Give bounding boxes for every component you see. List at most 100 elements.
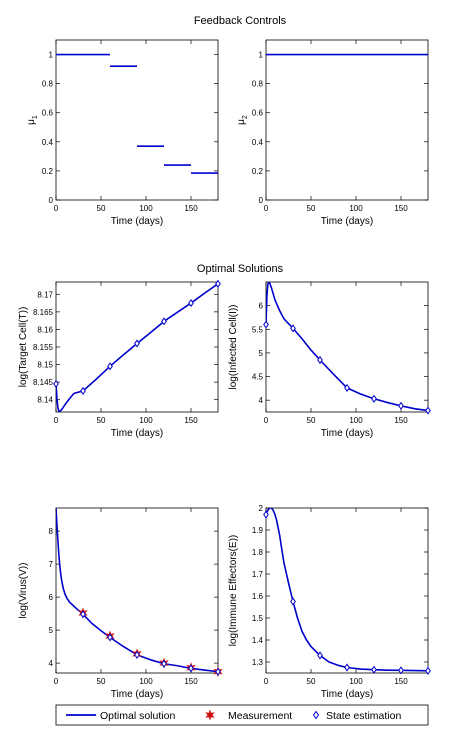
estimation-point (134, 339, 140, 348)
x-tick-label: 0 (264, 677, 269, 686)
x-tick-label: 100 (139, 677, 153, 686)
y-tick-label: 7 (49, 560, 54, 569)
y-tick-label: 8 (49, 527, 54, 536)
y-tick-label: 1.5 (252, 614, 264, 623)
legend-label-optimal: Optimal solution (100, 710, 175, 722)
y-tick-label: 0.8 (252, 80, 264, 89)
y-tick-label: 4 (49, 659, 54, 668)
estimation-point (344, 383, 350, 392)
y-axis-label: log(Infected Cell(I)) (228, 304, 239, 389)
x-axis-label: Time (days) (111, 428, 163, 439)
x-axis-label: Time (days) (111, 216, 163, 227)
x-tick-label: 0 (54, 204, 59, 213)
estimation-point (80, 386, 86, 395)
chart-mu1: 0 50 100 150 0 0.2 0.4 0.6 0.8 1 Time (days) μ1 (26, 39, 219, 227)
estimation-point (80, 610, 86, 619)
y-tick-label: 8.16 (37, 325, 53, 334)
y-tick-label: 1.3 (252, 658, 264, 667)
y-tick-label: 8.14 (37, 396, 53, 405)
y-tick-label: 1.7 (252, 570, 264, 579)
y-tick-label: 0.2 (252, 167, 264, 176)
estimation-point (398, 666, 404, 675)
estimation-point (290, 324, 296, 333)
y-tick-label: 1.8 (252, 548, 264, 557)
legend-label-estimation: State estimation (326, 710, 401, 722)
x-tick-label: 0 (54, 677, 59, 686)
y-axis-label: μ1 (26, 115, 39, 125)
estimation-point (107, 362, 113, 371)
y-tick-label: 5 (259, 349, 264, 358)
x-tick-label: 100 (349, 677, 363, 686)
estimation-point (215, 667, 221, 676)
legend-star-shape (205, 709, 215, 721)
x-tick-label: 100 (349, 416, 363, 425)
estimation-point (371, 665, 377, 674)
legend-star-icon (205, 709, 215, 721)
chart-virus: 0 50 100 150 4 5 6 7 8 Time (days) log(Virus(V)) (18, 507, 223, 700)
estimation-point (263, 320, 269, 329)
x-tick-label: 50 (307, 416, 316, 425)
y-tick-label: 2 (259, 504, 264, 513)
y-tick-label: 4 (259, 396, 264, 405)
x-tick-label: 150 (184, 416, 198, 425)
plot-area (56, 53, 218, 174)
y-tick-label: 8.155 (33, 343, 54, 352)
axes-frame (265, 39, 429, 201)
chart-immune-effectors: 0 50 100 150 1.3 1.4 1.5 1.6 1.7 1.8 1.9 2 Time (day… (228, 504, 431, 700)
axes-frame (55, 507, 219, 674)
x-axis-label: Time (days) (321, 216, 373, 227)
estimation-point (425, 666, 431, 675)
x-tick-label: 150 (184, 204, 198, 213)
x-tick-label: 50 (97, 416, 106, 425)
chart-infected-cell: 0 50 100 150 4 4.5 5 5.5 6 Time (days) log(Infecte… (228, 281, 431, 439)
y-tick-label: 0.4 (252, 138, 264, 147)
y-tick-label: 8.165 (33, 308, 54, 317)
y-tick-label: 5.5 (252, 325, 264, 334)
x-tick-label: 150 (184, 677, 198, 686)
chart-target-cell: 0 50 100 150 8.14 8.145 8.15 8.155 8.16 8.165 8.17… (18, 279, 221, 439)
x-tick-label: 50 (307, 204, 316, 213)
y-tick-label: 1 (259, 51, 264, 60)
y-tick-label: 4.5 (252, 373, 264, 382)
estimation-point (290, 597, 296, 606)
x-axis-label: Time (days) (321, 689, 373, 700)
estimation-point (188, 664, 194, 673)
x-tick-label: 0 (54, 416, 59, 425)
estimation-point (263, 510, 269, 519)
x-tick-label: 50 (97, 677, 106, 686)
y-tick-label: 8.17 (37, 290, 53, 299)
legend-diamond-icon (312, 710, 320, 720)
section-title-feedback: Feedback Controls (194, 15, 287, 27)
x-tick-label: 100 (349, 204, 363, 213)
x-tick-label: 0 (264, 204, 269, 213)
x-tick-label: 50 (97, 204, 106, 213)
x-tick-label: 150 (394, 416, 408, 425)
x-tick-label: 100 (139, 204, 153, 213)
estimation-point (317, 355, 323, 365)
y-tick-label: 0 (259, 196, 264, 205)
estimation-point (215, 279, 221, 288)
x-tick-label: 100 (139, 416, 153, 425)
axes-frame (265, 507, 429, 674)
x-axis-label: Time (days) (111, 689, 163, 700)
y-tick-label: 6 (259, 302, 264, 311)
y-tick-label: 0.6 (42, 109, 54, 118)
section-title-optimal: Optimal Solutions (197, 263, 284, 275)
estimation-point (317, 651, 323, 660)
y-axis-label-subscript: 2 (242, 115, 249, 119)
y-tick-label: 8.15 (37, 361, 53, 370)
y-axis-label: log(Immune Effectors(E)) (228, 535, 239, 647)
y-tick-label: 5 (49, 626, 54, 635)
chart-mu2: 0 50 100 150 0 0.2 0.4 0.6 0.8 1 Time (days) μ2 (236, 39, 429, 227)
estimation-point (188, 299, 194, 308)
axes-frame (265, 281, 429, 413)
y-axis-label-subscript: 1 (32, 115, 39, 119)
y-tick-label: 8.145 (33, 378, 54, 387)
x-tick-label: 150 (394, 204, 408, 213)
y-tick-label: 1.6 (252, 592, 264, 601)
y-axis-label: log(Target Cell(T)) (18, 307, 29, 388)
legend: Optimal solution Measurement State estim… (55, 704, 429, 726)
estimation-point (134, 650, 140, 659)
axes-frame (55, 39, 219, 201)
